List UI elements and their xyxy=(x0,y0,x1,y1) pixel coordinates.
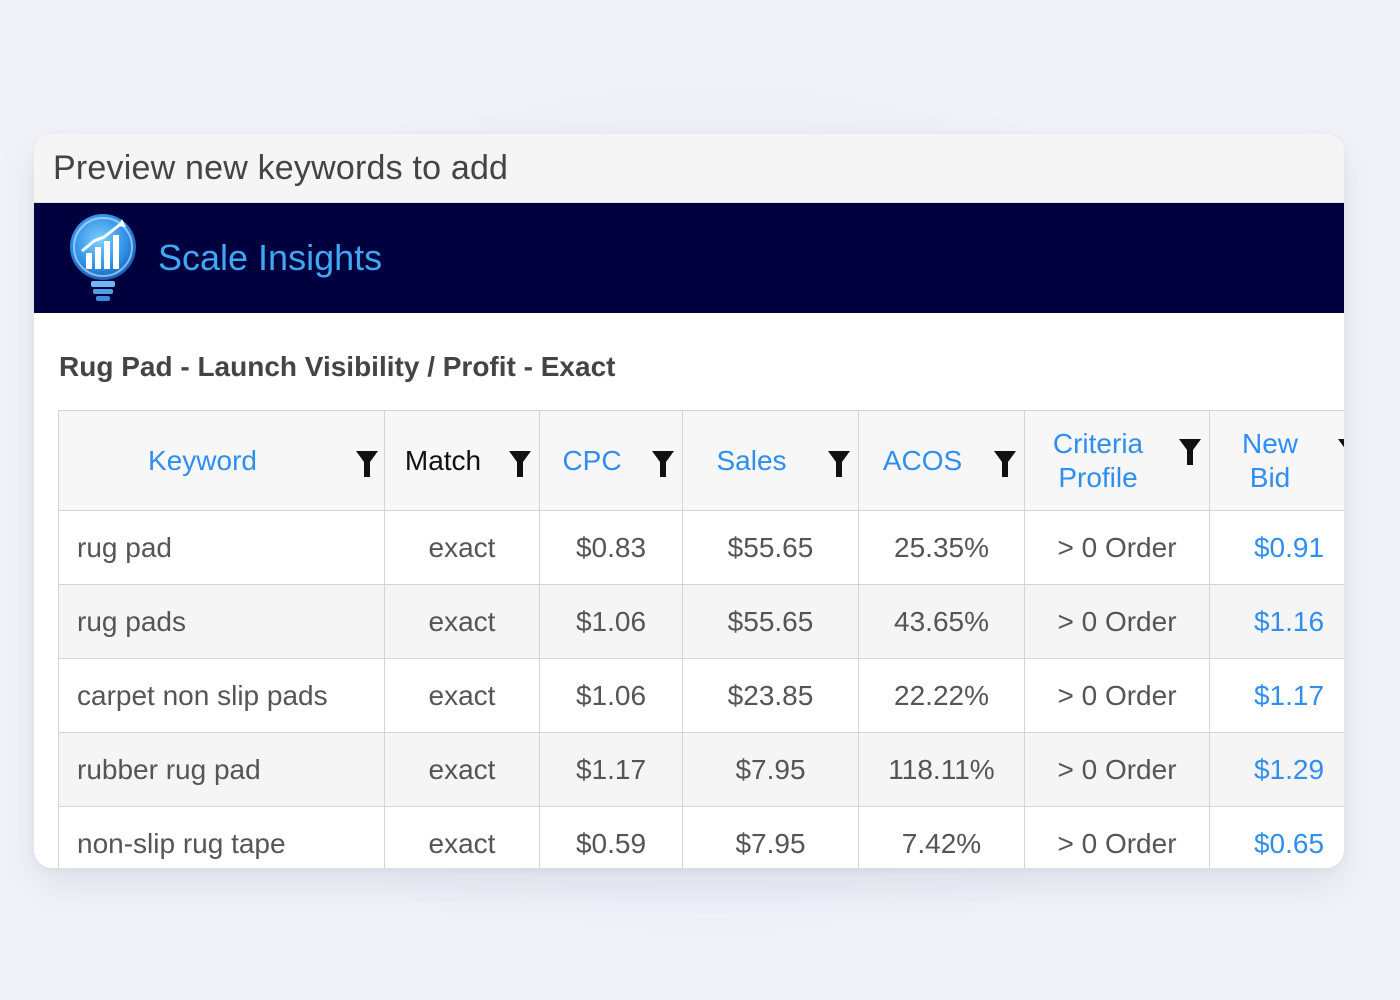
keywords-table: Keyword Match CPC Sales xyxy=(58,410,1344,868)
keyword-cell: rug pads xyxy=(58,584,385,659)
filter-icon[interactable] xyxy=(994,451,1016,477)
column-label: Keyword xyxy=(148,444,257,476)
filter-icon[interactable] xyxy=(1179,439,1201,465)
column-label: Match xyxy=(404,444,482,476)
filter-icon[interactable] xyxy=(509,451,531,477)
match-cell: exact xyxy=(384,658,540,733)
keywords-table-wrap: Keyword Match CPC Sales xyxy=(58,410,1344,868)
brand-bar: Scale Insights xyxy=(34,203,1344,313)
sales-cell: $55.65 xyxy=(682,510,859,585)
column-label: Sales xyxy=(716,444,787,476)
column-label: Criteria Profile xyxy=(1052,427,1144,493)
acos-cell: 7.42% xyxy=(858,806,1025,868)
cpc-cell: $0.59 xyxy=(539,806,683,868)
brand-name: Scale Insights xyxy=(158,237,383,278)
column-label: CPC xyxy=(562,444,622,476)
acos-cell: 25.35% xyxy=(858,510,1025,585)
column-header-acos[interactable]: ACOS xyxy=(858,410,1025,511)
match-cell: exact xyxy=(384,510,540,585)
column-header-new-bid[interactable]: New Bid xyxy=(1209,410,1344,511)
keyword-cell: rubber rug pad xyxy=(58,732,385,807)
column-header-criteria-profile[interactable]: Criteria Profile xyxy=(1024,410,1210,511)
table-row[interactable]: rug pads exact $1.06 $55.65 43.65% > 0 O… xyxy=(58,584,1344,659)
sales-cell: $7.95 xyxy=(682,732,859,807)
filter-icon[interactable] xyxy=(1338,439,1344,465)
new-bid-cell[interactable]: $0.65 xyxy=(1209,806,1344,868)
table-row[interactable]: non-slip rug tape exact $0.59 $7.95 7.42… xyxy=(58,806,1344,868)
sales-cell: $55.65 xyxy=(682,584,859,659)
table-header-row: Keyword Match CPC Sales xyxy=(58,410,1344,511)
cpc-cell: $0.83 xyxy=(539,510,683,585)
new-bid-cell[interactable]: $0.91 xyxy=(1209,510,1344,585)
column-header-sales[interactable]: Sales xyxy=(682,410,859,511)
criteria-cell: > 0 Order xyxy=(1024,806,1210,868)
campaign-name: Rug Pad - Launch Visibility / Profit - E… xyxy=(59,351,616,382)
table-row[interactable]: rubber rug pad exact $1.17 $7.95 118.11%… xyxy=(58,732,1344,807)
lightbulb-chart-logo-icon xyxy=(70,214,136,301)
match-cell: exact xyxy=(384,806,540,868)
filter-icon[interactable] xyxy=(652,451,674,477)
keyword-cell: non-slip rug tape xyxy=(58,806,385,868)
new-bid-cell[interactable]: $1.16 xyxy=(1209,584,1344,659)
column-label: ACOS xyxy=(882,444,963,476)
card-header: Preview new keywords to add xyxy=(34,134,1344,203)
column-header-keyword[interactable]: Keyword xyxy=(58,410,385,511)
sales-cell: $7.95 xyxy=(682,806,859,868)
acos-cell: 43.65% xyxy=(858,584,1025,659)
cpc-cell: $1.06 xyxy=(539,658,683,733)
keyword-cell: carpet non slip pads xyxy=(58,658,385,733)
filter-icon[interactable] xyxy=(356,451,378,477)
card-title: Preview new keywords to add xyxy=(53,148,509,187)
table-row[interactable]: rug pad exact $0.83 $55.65 25.35% > 0 Or… xyxy=(58,510,1344,585)
criteria-cell: > 0 Order xyxy=(1024,510,1210,585)
match-cell: exact xyxy=(384,732,540,807)
cpc-cell: $1.06 xyxy=(539,584,683,659)
acos-cell: 22.22% xyxy=(858,658,1025,733)
table-row[interactable]: carpet non slip pads exact $1.06 $23.85 … xyxy=(58,658,1344,733)
criteria-cell: > 0 Order xyxy=(1024,732,1210,807)
column-label: New Bid xyxy=(1241,427,1298,493)
sales-cell: $23.85 xyxy=(682,658,859,733)
keyword-cell: rug pad xyxy=(58,510,385,585)
new-bid-cell[interactable]: $1.29 xyxy=(1209,732,1344,807)
column-header-match[interactable]: Match xyxy=(384,410,540,511)
cpc-cell: $1.17 xyxy=(539,732,683,807)
preview-card: Preview new keywords to add Scale Ins xyxy=(34,134,1344,868)
acos-cell: 118.11% xyxy=(858,732,1025,807)
criteria-cell: > 0 Order xyxy=(1024,658,1210,733)
filter-icon[interactable] xyxy=(828,451,850,477)
match-cell: exact xyxy=(384,584,540,659)
new-bid-cell[interactable]: $1.17 xyxy=(1209,658,1344,733)
column-header-cpc[interactable]: CPC xyxy=(539,410,683,511)
criteria-cell: > 0 Order xyxy=(1024,584,1210,659)
